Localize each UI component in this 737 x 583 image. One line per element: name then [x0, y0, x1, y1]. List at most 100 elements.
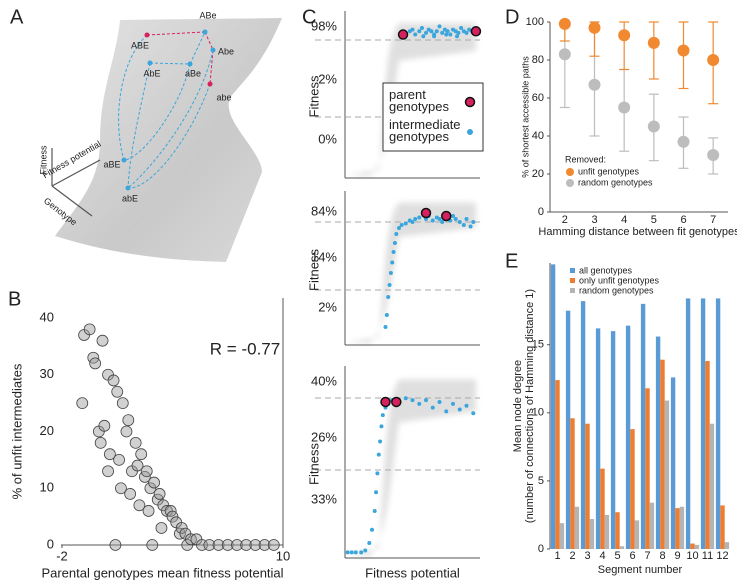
data-point — [349, 550, 354, 555]
data-point — [94, 436, 107, 449]
data-point — [444, 32, 449, 37]
y-axis-label: % of unfit intermediates — [9, 363, 24, 499]
x-tick-label: 10 — [276, 548, 290, 563]
parent-point — [397, 29, 409, 40]
genotype-node — [125, 185, 131, 191]
legend-marker — [464, 96, 476, 108]
dot — [558, 17, 571, 30]
data-point — [384, 313, 389, 317]
genotype-node — [187, 61, 193, 67]
legend-swatch — [570, 268, 575, 273]
data-point — [432, 34, 437, 39]
bar — [634, 520, 640, 549]
data-point — [417, 401, 422, 406]
x-tick-label: 9 — [674, 550, 680, 562]
region-label: 40% — [311, 373, 337, 388]
legend-label: all genotypes — [579, 265, 633, 275]
genotype-node — [202, 29, 208, 35]
region-label: 98% — [311, 18, 337, 33]
x-tick-label: 8 — [659, 550, 665, 562]
bar — [589, 519, 595, 549]
data-point — [448, 32, 453, 37]
data-point — [417, 215, 422, 220]
genotype-node — [147, 60, 153, 66]
bar — [619, 546, 625, 549]
data-point — [258, 539, 271, 551]
data-point — [146, 539, 159, 551]
legend-marker — [566, 179, 574, 187]
data-point — [451, 214, 455, 218]
dot — [558, 48, 571, 61]
bar — [580, 301, 586, 549]
x-axis-label: Segment number — [598, 564, 683, 576]
data-point — [471, 220, 476, 224]
dot — [647, 36, 660, 49]
x-tick-label: 2 — [562, 214, 568, 226]
data-point — [135, 448, 148, 461]
parent-point — [470, 26, 482, 37]
data-point — [399, 223, 404, 227]
y-tick-label: 20 — [40, 423, 54, 438]
y-tick-label: 0 — [538, 206, 544, 218]
axis-label: Fitness — [38, 145, 48, 175]
panel-label: D — [505, 6, 519, 28]
data-point — [148, 476, 160, 489]
data-point — [76, 397, 89, 410]
dot — [707, 54, 720, 66]
data-point — [434, 29, 439, 34]
bar — [700, 298, 706, 549]
data-point — [113, 453, 125, 466]
bar — [709, 423, 715, 549]
data-point — [221, 539, 234, 551]
data-point — [392, 241, 397, 245]
dot — [618, 101, 631, 114]
data-point — [212, 539, 225, 551]
legend-label: random genotypes — [579, 285, 654, 295]
bar — [705, 361, 710, 549]
bar — [555, 380, 560, 549]
bar — [550, 264, 556, 549]
data-point — [464, 403, 469, 408]
parent-point — [420, 207, 432, 219]
x-tick-label: 4 — [621, 214, 627, 226]
data-point — [153, 488, 166, 500]
data-point — [440, 30, 445, 35]
bar — [670, 377, 676, 549]
data-point — [440, 220, 445, 224]
data-point — [181, 539, 194, 551]
data-point — [453, 217, 458, 221]
region-label: 26% — [311, 429, 337, 444]
data-point — [96, 334, 109, 347]
region-label: 14% — [311, 249, 337, 264]
data-point — [231, 539, 243, 551]
data-point — [403, 396, 408, 401]
bar — [565, 310, 571, 549]
data-point — [379, 424, 384, 429]
data-point — [437, 217, 442, 221]
region-label: 0% — [318, 131, 337, 146]
data-point — [424, 398, 428, 403]
x-tick-label: 7 — [644, 550, 650, 562]
x-axis-label: Parental genotypes mean fitness potentia… — [41, 565, 283, 580]
parent-point — [380, 396, 391, 408]
data-point — [120, 425, 133, 438]
parent-point — [391, 396, 402, 408]
data-point — [430, 405, 435, 410]
data-point — [394, 232, 399, 236]
x-tick-label: 6 — [629, 550, 635, 562]
data-point — [410, 220, 415, 224]
legend-title: Removed: — [565, 154, 606, 164]
x-tick-label: 2 — [569, 550, 575, 562]
legend-swatch — [570, 288, 575, 293]
data-point — [240, 539, 253, 551]
dot — [677, 135, 690, 148]
bar — [649, 502, 655, 549]
node-label: ABE — [131, 40, 149, 50]
x-tick-label: 3 — [591, 214, 597, 226]
genotype-node — [121, 157, 127, 163]
landscape-surface — [55, 18, 282, 262]
x-tick-label: 3 — [584, 550, 590, 562]
data-point — [391, 250, 396, 254]
x-tick-label: 5 — [614, 550, 620, 562]
node-label: aBE — [103, 159, 120, 169]
